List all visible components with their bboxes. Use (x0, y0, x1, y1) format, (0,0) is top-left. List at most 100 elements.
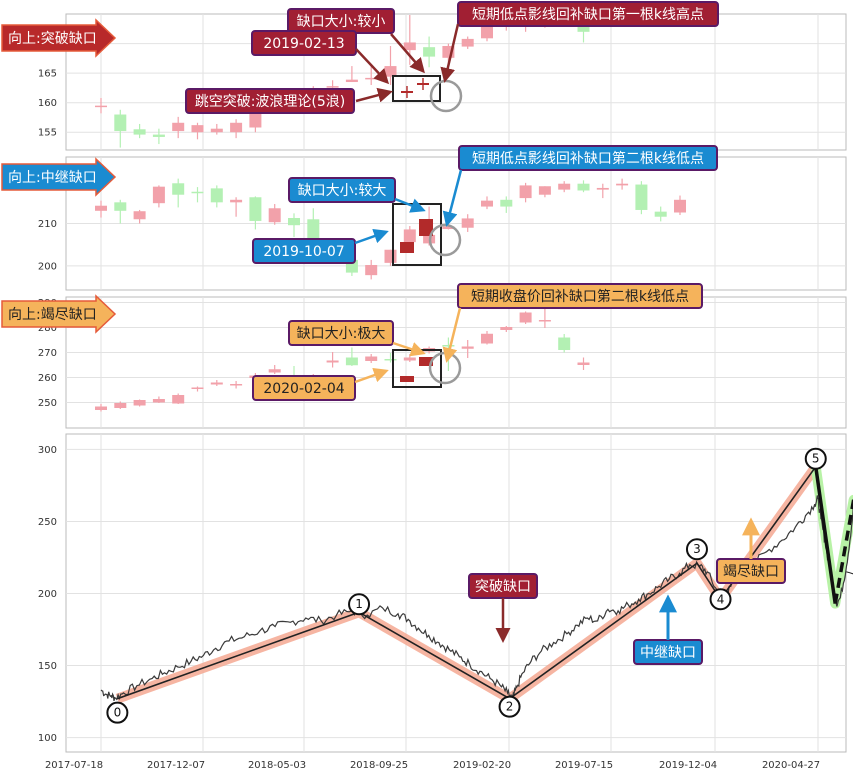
wave-point-circle (106, 701, 129, 724)
candle-body (442, 45, 455, 58)
wave-point-label: 2 (506, 700, 514, 714)
candle-body (249, 110, 262, 128)
candle-body (230, 122, 243, 133)
breakaway-gap-label-text: 突破缺口 (475, 579, 531, 595)
wave-abc-dashed (833, 499, 853, 604)
candle-body (538, 186, 551, 195)
wave-point-label: 4 (717, 592, 725, 606)
y-tick-label: 270 (38, 348, 57, 359)
pattern-label-top: 跳空突破:波浪理论(5浪) (185, 88, 355, 114)
candle-body (95, 406, 107, 410)
y-tick-label: 280 (38, 323, 57, 334)
candle-body (249, 197, 262, 221)
candle-body (345, 79, 358, 83)
candle-body (172, 395, 185, 404)
candle-body (365, 264, 378, 276)
candle-body (481, 23, 493, 39)
candle-body (326, 360, 339, 363)
gap-size-label-bot: 缺口大小:极大 (288, 320, 394, 346)
runaway-gap-label: 中继缺口 (633, 639, 703, 665)
candle-body (403, 42, 416, 51)
y-tick-label: 200 (38, 261, 57, 272)
candle-body (558, 337, 571, 350)
y-tick-label: 165 (38, 69, 57, 80)
y-tick-label: 155 (38, 128, 57, 139)
wave-point-circle (348, 593, 371, 616)
gap-size-label-mid-text: 缺口大小:较大 (298, 183, 387, 199)
candle-body (596, 187, 609, 190)
candle-body (133, 400, 146, 406)
candle-body (365, 77, 378, 80)
candle-body (114, 403, 127, 408)
candle-body (152, 399, 165, 403)
candle-body (616, 183, 629, 186)
wave-point-label: 3 (693, 542, 701, 556)
candle-body (674, 199, 686, 213)
candle-body (210, 128, 223, 133)
arrow-gap-size-mid (394, 197, 426, 213)
x-tick-label: 2017-12-07 (147, 760, 205, 771)
arrow-pattern-top (355, 87, 393, 103)
candle-body (519, 312, 532, 323)
banner-arrow (1, 157, 117, 197)
note-label-mid-box (458, 145, 718, 171)
panel-frame (65, 296, 847, 429)
candle-body (152, 186, 165, 204)
y-tick-label: 250 (38, 398, 57, 409)
y-tick-label: 100 (38, 733, 57, 744)
gap-candle-body (400, 376, 414, 382)
projection-curve (846, 571, 853, 575)
candle-body (384, 249, 397, 263)
gap-date-label-mid-text: 2019-10-07 (263, 244, 344, 260)
arrow-gap-size-top (390, 33, 425, 74)
wave-point-circle (709, 588, 732, 611)
gap-box (392, 75, 441, 102)
y-tick-label: 260 (38, 373, 57, 384)
candle-body (365, 356, 378, 361)
candle-body (519, 185, 532, 199)
candle-body (268, 369, 281, 373)
x-tick-label: 2019-12-04 (659, 760, 717, 771)
note-label-top-text: 短期低点影线回补缺口第一根k线高点 (472, 6, 704, 23)
gap-date-label-bot: 2020-02-04 (252, 375, 356, 401)
x-tick-label: 2020-04-27 (762, 760, 820, 771)
arrow-note-bot (442, 307, 462, 363)
gap-candle-body (419, 357, 433, 366)
candle-body (403, 229, 416, 243)
candle-body (288, 217, 300, 226)
candle-body (307, 219, 320, 242)
candle-body (191, 191, 204, 194)
y-tick-label: 160 (38, 98, 57, 109)
candle-body (133, 129, 146, 135)
candle-body (152, 134, 165, 137)
banner-middle: 向上:中继缺口 (1, 157, 117, 197)
candle-body (172, 122, 185, 132)
candle-body (114, 114, 127, 132)
candle-body (442, 345, 455, 347)
note-label-top: 短期低点影线回补缺口第一根k线高点 (457, 1, 719, 27)
note-label-mid-text: 短期低点影线回补缺口第二根k线低点 (472, 150, 704, 167)
arrow-note-top (440, 23, 460, 83)
gap-date-label-mid: 2019-10-07 (252, 238, 356, 264)
y-tick-label: 210 (38, 219, 57, 230)
candle-body (191, 125, 204, 133)
arrow-gap-date-top (355, 48, 390, 85)
banner-bottom: 向上:竭尽缺口 (1, 294, 117, 334)
candle-body (191, 387, 204, 389)
arrow-note-mid (442, 169, 463, 227)
candle-body (481, 333, 493, 344)
candle-body (423, 47, 436, 57)
arrow-gap-date-bot (354, 367, 389, 384)
candle-body (384, 66, 397, 77)
candle-body (95, 105, 107, 108)
candle-body (538, 320, 551, 322)
wave-c-leg (814, 466, 837, 604)
banner-text: 向上:中继缺口 (8, 170, 97, 186)
note-label-bot-text: 短期收盘价回补缺口第二根k线低点 (471, 288, 689, 305)
gap-size-label-mid-box (288, 177, 396, 203)
banner-text: 向上:竭尽缺口 (8, 307, 97, 323)
main-price-panel: 2017-07-18 2017-12-07 2018-05-03 2018-09-25… (38, 433, 853, 771)
candle-body (403, 357, 416, 361)
candle-body (230, 384, 243, 386)
arrow-gap-date-mid (354, 228, 389, 245)
